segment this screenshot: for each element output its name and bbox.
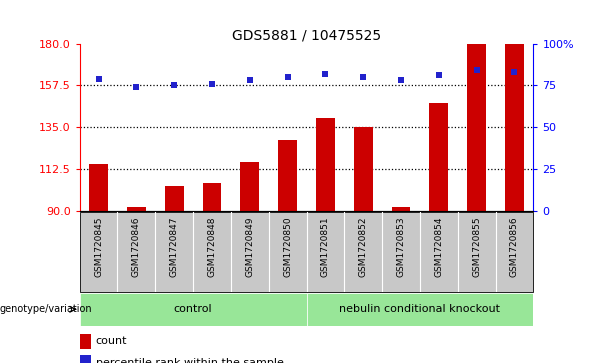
FancyBboxPatch shape	[80, 293, 306, 326]
Point	[245, 77, 255, 83]
Bar	[316, 118, 335, 211]
Text: nebulin conditional knockout: nebulin conditional knockout	[340, 304, 500, 314]
Point	[283, 74, 292, 80]
Bar	[429, 103, 448, 211]
Bar	[240, 162, 259, 211]
Text: genotype/variation: genotype/variation	[0, 304, 93, 314]
Point	[358, 74, 368, 80]
Point	[434, 72, 444, 78]
Bar	[202, 183, 221, 211]
Point	[472, 68, 482, 73]
Point	[169, 82, 179, 88]
Bar	[278, 140, 297, 211]
Text: GSM1720845: GSM1720845	[94, 216, 103, 277]
Text: GSM1720853: GSM1720853	[397, 216, 406, 277]
Point	[509, 69, 519, 75]
Bar	[165, 187, 184, 211]
Point	[321, 71, 330, 77]
Point	[131, 84, 141, 90]
Text: GSM1720850: GSM1720850	[283, 216, 292, 277]
Bar	[354, 127, 373, 211]
Bar	[89, 164, 108, 211]
Point	[94, 76, 104, 82]
Text: GSM1720852: GSM1720852	[359, 216, 368, 277]
Text: percentile rank within the sample: percentile rank within the sample	[96, 358, 283, 363]
Bar	[505, 44, 524, 211]
Point	[207, 81, 217, 86]
Text: control: control	[173, 304, 213, 314]
Bar	[127, 207, 146, 211]
FancyBboxPatch shape	[306, 293, 533, 326]
Text: GSM1720855: GSM1720855	[472, 216, 481, 277]
Text: GSM1720854: GSM1720854	[434, 216, 443, 277]
Text: GSM1720856: GSM1720856	[510, 216, 519, 277]
Text: GSM1720849: GSM1720849	[245, 216, 254, 277]
FancyBboxPatch shape	[80, 212, 533, 292]
Point	[396, 77, 406, 83]
Text: GSM1720848: GSM1720848	[207, 216, 216, 277]
Bar	[80, 334, 91, 349]
Text: GSM1720851: GSM1720851	[321, 216, 330, 277]
Bar	[392, 207, 411, 211]
Text: GSM1720846: GSM1720846	[132, 216, 141, 277]
Text: count: count	[96, 337, 127, 346]
Text: GSM1720847: GSM1720847	[170, 216, 179, 277]
Bar	[80, 355, 91, 363]
Bar	[467, 44, 486, 211]
Title: GDS5881 / 10475525: GDS5881 / 10475525	[232, 28, 381, 42]
